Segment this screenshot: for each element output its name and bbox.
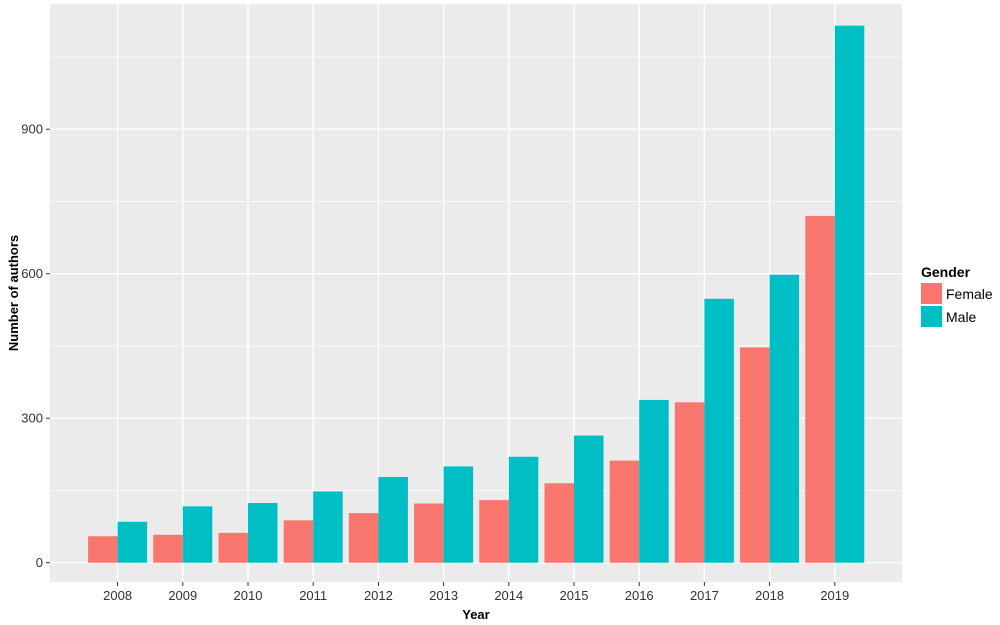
- x-tick-label: 2014: [494, 588, 523, 603]
- bar-male-2011: [313, 491, 343, 563]
- x-tick-label: 2015: [560, 588, 589, 603]
- bar-male-2014: [508, 456, 539, 563]
- y-tick-label: 900: [21, 122, 43, 137]
- legend-label-female: Female: [946, 286, 993, 302]
- legend-key-female: [921, 283, 942, 304]
- x-tick-label: 2008: [103, 588, 132, 603]
- x-tick-label: 2016: [625, 588, 654, 603]
- bar-female-2016: [609, 460, 640, 563]
- bar-male-2013: [443, 466, 474, 563]
- bar-male-2018: [769, 274, 800, 563]
- x-axis-title: Year: [462, 607, 489, 622]
- bar-male-2019: [834, 25, 865, 563]
- bar-female-2018: [740, 347, 770, 563]
- bar-male-2015: [574, 435, 604, 563]
- x-tick-label: 2018: [755, 588, 784, 603]
- y-axis-title: Number of authors: [6, 235, 21, 351]
- bar-male-2017: [704, 298, 734, 563]
- x-tick-label: 2012: [364, 588, 393, 603]
- legend-label-male: Male: [946, 309, 977, 325]
- bar-female-2015: [544, 483, 574, 563]
- legend: Gender Female Male: [921, 264, 993, 327]
- bar-male-2010: [248, 503, 278, 563]
- x-axis: 2008 2009 2010 2011 2012 2013 2014 2015 2016 2017…: [103, 582, 849, 603]
- bar-female-2010: [218, 532, 248, 563]
- x-tick-label: 2013: [429, 588, 458, 603]
- bar-male-2009: [182, 506, 213, 563]
- y-axis: 0 300 600 900: [21, 122, 50, 570]
- bar-female-2019: [805, 215, 835, 563]
- bar-female-2012: [348, 513, 379, 563]
- bar-female-2008: [88, 536, 118, 563]
- x-tick-label: 2017: [690, 588, 719, 603]
- bar-male-2012: [378, 476, 408, 563]
- bar-male-2016: [639, 399, 669, 563]
- bar-female-2013: [414, 503, 444, 563]
- x-tick-label: 2019: [820, 588, 849, 603]
- legend-title: Gender: [921, 264, 971, 280]
- bar-male-2008: [117, 521, 148, 563]
- y-tick-label: 300: [21, 411, 43, 426]
- x-tick-label: 2009: [168, 588, 197, 603]
- x-tick-label: 2011: [299, 588, 327, 603]
- x-tick-label: 2010: [234, 588, 263, 603]
- bar-female-2017: [674, 402, 705, 563]
- bar-female-2011: [283, 520, 314, 563]
- bar-female-2009: [153, 534, 183, 563]
- y-tick-label: 0: [36, 555, 43, 570]
- y-tick-label: 600: [21, 266, 43, 281]
- bar-female-2014: [479, 500, 509, 563]
- legend-key-male: [921, 306, 942, 327]
- bars-layer: [88, 25, 865, 563]
